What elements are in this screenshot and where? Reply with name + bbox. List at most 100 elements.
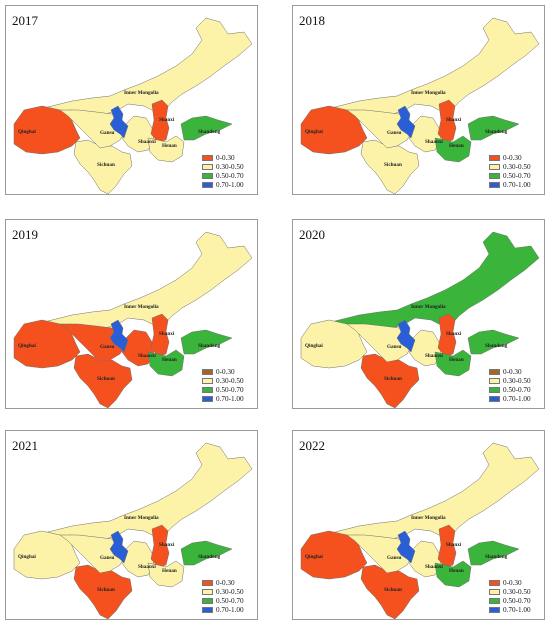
legend-item: 0.30-0.50 xyxy=(202,376,244,385)
legend-swatch xyxy=(489,377,500,384)
legend-label: 0.70-1.00 xyxy=(216,394,244,403)
region-henan xyxy=(434,349,472,377)
region-label-shanxi: Shanxi xyxy=(159,331,175,337)
legend-swatch xyxy=(202,597,213,604)
province-map: Inner Mongolia Qinghai Sichuan Gansu Shaanxi… xyxy=(300,17,540,194)
region-ningxia xyxy=(109,105,129,139)
region-label-henan: Henan xyxy=(162,357,177,363)
legend-swatch xyxy=(202,588,213,595)
region-qinghai xyxy=(13,530,81,580)
legend-swatch xyxy=(202,606,213,613)
legend-item: 0.30-0.50 xyxy=(489,376,531,385)
legend-label: 0-0.30 xyxy=(503,367,522,376)
legend-swatch xyxy=(489,597,500,604)
legend-item: 0-0.30 xyxy=(489,367,531,376)
legend-swatch xyxy=(202,377,213,384)
legend-label: 0.30-0.50 xyxy=(503,587,531,596)
region-shandong xyxy=(180,329,233,355)
map-panel-2019: 2019 Inner Mongolia Qinghai Sichuan Gansu Sha… xyxy=(5,219,258,409)
legend-swatch xyxy=(489,172,500,179)
region-label-qinghai: Qinghai xyxy=(18,129,36,135)
region-label-inner-mongolia: Inner Mongolia xyxy=(124,515,159,521)
region-label-sichuan: Sichuan xyxy=(97,587,115,593)
region-ningxia xyxy=(396,530,416,564)
region-label-shaanxi: Shaanxi xyxy=(425,564,443,570)
legend-item: 0.50-0.70 xyxy=(489,171,531,180)
map-panel-2020: 2020 Inner Mongolia Qinghai Sichuan Gansu Sha… xyxy=(292,219,545,409)
legend-swatch xyxy=(202,172,213,179)
region-qinghai xyxy=(13,319,81,369)
region-label-shandong: Shandong xyxy=(198,554,221,560)
legend-label: 0.70-1.00 xyxy=(503,180,531,189)
region-shandong xyxy=(180,540,233,566)
province-map: Inner Mongolia Qinghai Sichuan Gansu Shaanxi… xyxy=(13,231,253,408)
province-map: Inner Mongolia Qinghai Sichuan Gansu Shaanxi… xyxy=(13,442,253,619)
region-inner-mongolia xyxy=(322,17,540,115)
region-gansu xyxy=(59,323,127,363)
panel-year-label: 2020 xyxy=(299,227,325,242)
region-label-shaanxi: Shaanxi xyxy=(425,353,443,359)
region-shandong xyxy=(180,115,233,141)
legend-label: 0.50-0.70 xyxy=(216,385,244,394)
legend-swatch xyxy=(489,154,500,161)
legend-label: 0.30-0.50 xyxy=(503,376,531,385)
region-ningxia xyxy=(109,319,129,353)
map-panel-2018: 2018 Inner Mongolia Qinghai Sichuan Gansu Sha… xyxy=(292,5,545,195)
region-label-henan: Henan xyxy=(449,143,464,149)
legend-swatch xyxy=(489,368,500,375)
region-henan xyxy=(434,560,472,588)
region-henan xyxy=(147,349,185,377)
region-label-shaanxi: Shaanxi xyxy=(138,353,156,359)
legend-swatch xyxy=(489,163,500,170)
region-label-sichuan: Sichuan xyxy=(97,376,115,382)
legend-item: 0.30-0.50 xyxy=(202,587,244,596)
region-label-gansu: Gansu xyxy=(387,555,402,561)
legend-label: 0.30-0.50 xyxy=(216,376,244,385)
legend-swatch xyxy=(489,588,500,595)
region-shandong xyxy=(467,115,520,141)
legend-label: 0.50-0.70 xyxy=(503,385,531,394)
legend-label: 0-0.30 xyxy=(216,367,235,376)
legend-item: 0-0.30 xyxy=(202,367,244,376)
region-qinghai xyxy=(13,105,81,155)
region-label-shaanxi: Shaanxi xyxy=(138,564,156,570)
region-label-shaanxi: Shaanxi xyxy=(425,139,443,145)
panel-year-label: 2017 xyxy=(12,13,38,28)
legend-item: 0.70-1.00 xyxy=(202,605,244,614)
region-inner-mongolia xyxy=(322,442,540,540)
region-label-inner-mongolia: Inner Mongolia xyxy=(411,90,446,96)
legend-label: 0.70-1.00 xyxy=(216,180,244,189)
region-gansu xyxy=(346,109,414,149)
legend-swatch xyxy=(202,386,213,393)
region-gansu xyxy=(346,534,414,574)
legend-swatch xyxy=(202,395,213,402)
legend-item: 0.30-0.50 xyxy=(202,162,244,171)
region-label-gansu: Gansu xyxy=(100,344,115,350)
region-label-gansu: Gansu xyxy=(387,344,402,350)
legend-label: 0.70-1.00 xyxy=(216,605,244,614)
legend-swatch xyxy=(489,181,500,188)
legend-item: 0.70-1.00 xyxy=(202,394,244,403)
legend-item: 0-0.30 xyxy=(489,578,531,587)
legend-item: 0.70-1.00 xyxy=(489,180,531,189)
region-label-shanxi: Shanxi xyxy=(446,331,462,337)
region-label-sichuan: Sichuan xyxy=(384,376,402,382)
legend-swatch xyxy=(489,395,500,402)
region-label-gansu: Gansu xyxy=(100,555,115,561)
legend-label: 0.70-1.00 xyxy=(503,394,531,403)
legend-label: 0.70-1.00 xyxy=(503,605,531,614)
map-panel-2022: 2022 Inner Mongolia Qinghai Sichuan Gansu Sha… xyxy=(292,430,545,620)
legend-item: 0.70-1.00 xyxy=(489,394,531,403)
legend: 0-0.30 0.30-0.50 0.50-0.70 0.70-1.00 xyxy=(489,578,531,614)
region-henan xyxy=(147,135,185,163)
region-label-inner-mongolia: Inner Mongolia xyxy=(124,90,159,96)
legend-item: 0.50-0.70 xyxy=(202,171,244,180)
region-gansu xyxy=(346,323,414,363)
region-label-henan: Henan xyxy=(162,143,177,149)
region-label-shanxi: Shanxi xyxy=(159,542,175,548)
region-ningxia xyxy=(396,319,416,353)
region-gansu xyxy=(59,534,127,574)
region-label-inner-mongolia: Inner Mongolia xyxy=(124,304,159,310)
region-label-shandong: Shandong xyxy=(485,129,508,135)
map-panel-2017: 2017 Inner Mongolia Qinghai Sichuan Gansu Sha… xyxy=(5,5,258,195)
